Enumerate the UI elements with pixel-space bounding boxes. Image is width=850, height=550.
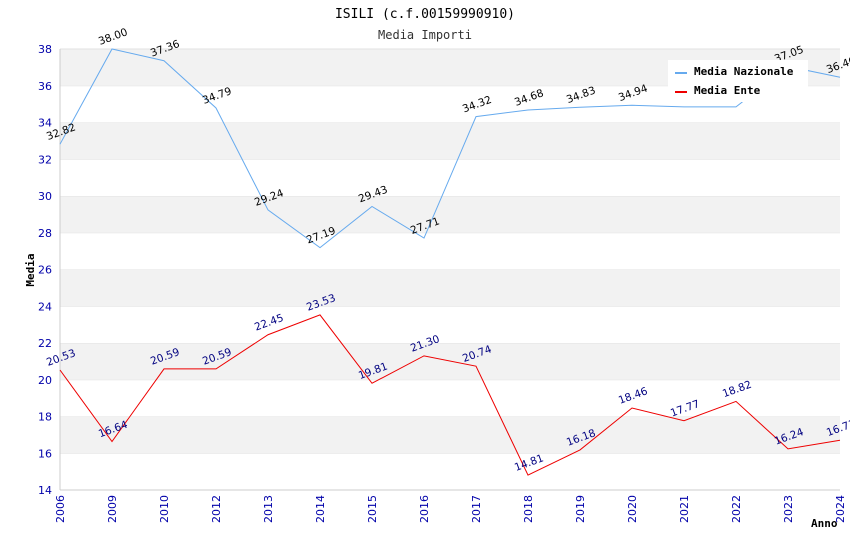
- x-tick-label: 2019: [574, 495, 587, 523]
- y-tick-label: 26: [38, 264, 52, 277]
- x-tick-label: 2020: [626, 495, 639, 523]
- legend: Media Nazionale Media Ente: [668, 60, 808, 102]
- y-tick-label: 30: [38, 190, 52, 203]
- legend-entry: Media Ente: [694, 84, 761, 97]
- x-tick-label: 2017: [470, 495, 483, 523]
- grid-band: [60, 269, 840, 307]
- x-tick-label: 2024: [834, 495, 847, 523]
- x-tick-label: 2018: [522, 495, 535, 523]
- x-tick-label: 2009: [106, 495, 119, 523]
- x-axis-label: Anno: [811, 517, 838, 530]
- y-tick-label: 32: [38, 153, 52, 166]
- y-tick-label: 20: [38, 374, 52, 387]
- chart-subtitle: Media Importi: [378, 28, 472, 42]
- x-tick-label: 2023: [782, 495, 795, 523]
- series-lines: [59, 48, 841, 476]
- legend-entry: Media Nazionale: [694, 65, 794, 78]
- y-tick-labels: 14 16 18 20 22 24 26 28 30 32 34 36 38: [38, 43, 52, 497]
- grid-band: [60, 453, 840, 490]
- y-tick-label: 38: [38, 43, 52, 56]
- y-tick-label: 36: [38, 80, 52, 93]
- x-tick-label: 2015: [366, 495, 379, 523]
- grid-band: [60, 122, 840, 160]
- x-tick-label: 2022: [730, 495, 743, 523]
- series-line: [59, 48, 841, 249]
- y-tick-label: 34: [38, 117, 52, 130]
- x-tick-label: 2006: [54, 495, 67, 523]
- y-tick-label: 16: [38, 447, 52, 460]
- chart-title: ISILI (c.f.00159990910): [335, 7, 515, 22]
- x-tick-label: 2016: [418, 495, 431, 523]
- x-tick-label: 2010: [158, 495, 171, 523]
- series-line: [59, 314, 841, 476]
- axes: [59, 49, 840, 491]
- x-tick-labels: 2006 2009 2010 2012 2013 2014 2015 2016 2017 2018…: [54, 495, 847, 523]
- grid-band: [60, 306, 840, 343]
- legend-box: [668, 60, 808, 102]
- grid-band: [60, 416, 840, 454]
- grid-bands: [60, 48, 840, 490]
- x-tick-label: 2013: [262, 495, 275, 523]
- y-tick-label: 28: [38, 227, 52, 240]
- y-tick-label: 14: [38, 484, 52, 497]
- y-tick-label: 24: [38, 300, 52, 313]
- y-tick-label: 22: [38, 337, 52, 350]
- x-tick-label: 2021: [678, 495, 691, 523]
- grid-band: [60, 379, 840, 417]
- x-tick-label: 2014: [314, 495, 327, 523]
- x-tick-label: 2012: [210, 495, 223, 523]
- data-label: 38.00: [97, 26, 129, 48]
- grid-band: [60, 232, 840, 270]
- y-tick-label: 18: [38, 411, 52, 424]
- grid-band: [60, 196, 840, 233]
- y-axis-label: Media: [24, 253, 37, 286]
